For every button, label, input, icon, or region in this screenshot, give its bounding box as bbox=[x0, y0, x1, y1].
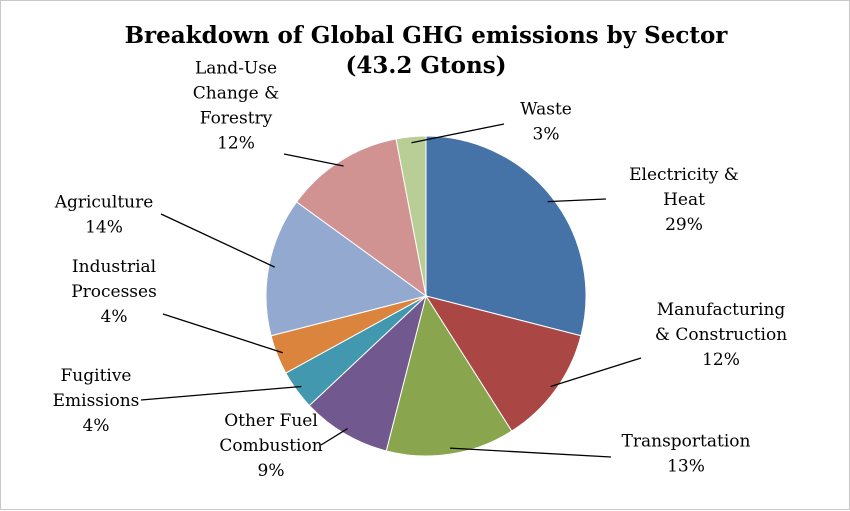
slice-label-other-fuel-combustion: Other Fuel Combustion 9% bbox=[219, 411, 322, 481]
slice-label-electricity-and-heat: Electricity & Heat 29% bbox=[629, 165, 739, 235]
slice-label-fugitive-emissions: Fugitive Emissions 4% bbox=[53, 366, 140, 436]
leader-lines bbox=[140, 123, 642, 458]
slice-label-industrial-processes: Industrial Processes 4% bbox=[71, 257, 157, 327]
leader-line-agriculture bbox=[160, 213, 275, 268]
chart-subtitle: (43.2 Gtons) bbox=[345, 52, 506, 79]
pie-slice-electricity-and-heat bbox=[425, 135, 587, 337]
leader-line-transportation bbox=[450, 447, 612, 458]
pie-slice-agriculture bbox=[265, 201, 428, 337]
slice-label-agriculture: Agriculture 14% bbox=[54, 193, 154, 238]
leader-line-industrial-processes bbox=[162, 313, 283, 354]
leader-line-electricity-and-heat bbox=[547, 198, 607, 203]
leader-line-waste bbox=[411, 123, 505, 144]
slice-labels: Electricity & Heat 29% Manufacturing & Const… bbox=[53, 59, 788, 482]
leader-line-fugitive-emissions bbox=[140, 385, 302, 401]
pie-slice-land-use-change-and-forestry bbox=[295, 138, 427, 298]
leader-line-other-fuel-combustion bbox=[320, 428, 348, 446]
slice-label-transportation: Transportation 13% bbox=[622, 432, 751, 477]
slice-label-manufacturing-and-construction: Manufacturing & Construction 12% bbox=[655, 300, 787, 370]
chart-title: Breakdown of Global GHG emissions by Sec… bbox=[125, 22, 729, 49]
pie-slice-other-fuel-combustion bbox=[308, 294, 427, 452]
pie-slices bbox=[265, 135, 587, 457]
leader-line-manufacturing-and-construction bbox=[550, 357, 642, 388]
slice-label-waste: Waste 3% bbox=[520, 100, 572, 145]
slice-label-land-use-change-and-forestry: Land-Use Change & Forestry 12% bbox=[193, 59, 280, 154]
pie-slice-waste bbox=[395, 135, 427, 297]
leader-line-land-use-change-and-forestry bbox=[283, 153, 344, 167]
pie-slice-transportation bbox=[385, 294, 513, 457]
pie-slice-manufacturing-and-construction bbox=[424, 295, 582, 432]
